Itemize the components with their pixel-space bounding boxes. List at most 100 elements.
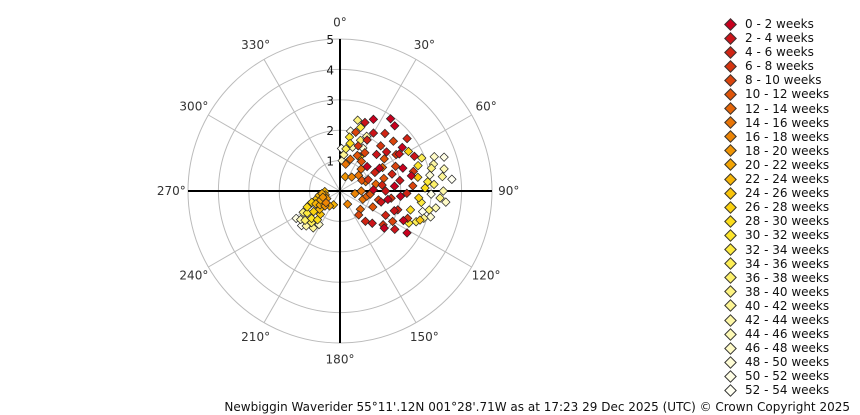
- legend-item: 42 - 44 weeks: [722, 313, 857, 327]
- angle-tick-label: 120°: [472, 268, 501, 282]
- data-point: [355, 122, 366, 133]
- legend-label: 44 - 46 weeks: [745, 327, 830, 342]
- data-point: [403, 146, 414, 157]
- angle-tick-label: 300°: [179, 100, 208, 114]
- data-point: [362, 135, 372, 145]
- angle-tick-label: 240°: [179, 268, 208, 282]
- legend-item: 26 - 28 weeks: [722, 200, 857, 214]
- data-point: [360, 216, 371, 226]
- data-point: [398, 163, 408, 173]
- data-point: [380, 186, 391, 196]
- data-point: [390, 224, 400, 235]
- data-point: [408, 181, 418, 191]
- legend-marker: [724, 341, 737, 355]
- data-point: [424, 205, 434, 215]
- data-point: [415, 215, 425, 225]
- legend-label: 34 - 36 weeks: [745, 256, 830, 271]
- radius-tick-label: 4: [326, 63, 334, 77]
- legend-marker: [724, 17, 737, 31]
- legend-marker: [724, 285, 737, 299]
- legend-item: 46 - 48 weeks: [722, 341, 857, 355]
- data-point: [414, 193, 424, 203]
- data-point: [379, 223, 389, 233]
- legend-item: 18 - 20 weeks: [722, 144, 857, 158]
- data-point: [406, 171, 417, 181]
- legend-item: 24 - 26 weeks: [722, 186, 857, 200]
- legend-marker: [724, 299, 737, 313]
- legend-item: 2 - 4 weeks: [722, 31, 857, 45]
- legend-label: 32 - 34 weeks: [745, 242, 830, 257]
- angle-tick-label: 30°: [414, 38, 435, 52]
- data-point: [340, 172, 350, 182]
- data-point: [395, 175, 405, 186]
- legend-item: 38 - 40 weeks: [722, 285, 857, 299]
- radius-tick-label: 5: [326, 33, 334, 47]
- data-point: [385, 114, 396, 124]
- data-point: [308, 223, 318, 233]
- legend-label: 48 - 50 weeks: [745, 355, 830, 370]
- data-point: [362, 161, 372, 172]
- legend-label: 0 - 2 weeks: [745, 17, 814, 31]
- legend-label: 26 - 28 weeks: [745, 200, 830, 215]
- data-point: [379, 154, 389, 164]
- data-point: [356, 186, 366, 196]
- legend-label: 38 - 40 weeks: [745, 284, 830, 299]
- legend-marker: [724, 370, 737, 383]
- data-point: [402, 213, 413, 224]
- data-point: [340, 159, 351, 169]
- polar-chart: 0° 30° 60° 90° 120° 150° 180° 210° 240° 270° 300° 3…: [157, 15, 520, 366]
- legend-item: 28 - 30 weeks: [722, 214, 857, 228]
- legend-label: 8 - 10 weeks: [745, 73, 822, 88]
- legend-label: 52 - 54 weeks: [745, 383, 830, 398]
- legend-item: 4 - 6 weeks: [722, 45, 857, 59]
- legend: 0 - 2 weeks 2 - 4 weeks 4 - 6 weeks 6 - 8 w…: [722, 17, 857, 398]
- data-point: [402, 228, 412, 238]
- data-point: [306, 213, 317, 224]
- data-point: [377, 180, 387, 190]
- data-point: [342, 199, 353, 209]
- legend-marker: [724, 271, 737, 285]
- data-point: [347, 172, 357, 182]
- data-point: [425, 212, 436, 222]
- data-point: [383, 194, 393, 205]
- data-point: [363, 174, 373, 185]
- data-point: [435, 193, 445, 203]
- legend-item: 10 - 12 weeks: [722, 87, 857, 101]
- legend-label: 40 - 42 weeks: [745, 298, 830, 313]
- legend-label: 50 - 52 weeks: [745, 369, 830, 384]
- legend-marker: [724, 214, 737, 228]
- angle-tick-label: 330°: [241, 38, 270, 52]
- data-point: [438, 186, 449, 196]
- legend-marker: [724, 59, 737, 73]
- legend-marker: [724, 355, 737, 369]
- grid-spoke-330: [263, 59, 341, 192]
- legend-marker: [724, 116, 737, 130]
- legend-label: 30 - 32 weeks: [745, 228, 830, 243]
- legend-marker: [724, 102, 737, 115]
- legend-item: 20 - 22 weeks: [722, 158, 857, 172]
- copyright-footer: Newbiggin Waverider 55°11'.12N 001°28'.7…: [224, 400, 850, 414]
- data-point: [387, 216, 398, 227]
- legend-label: 24 - 26 weeks: [745, 186, 830, 201]
- data-point: [417, 153, 427, 163]
- legend-item: 12 - 14 weeks: [722, 102, 857, 116]
- legend-label: 16 - 18 weeks: [745, 129, 830, 144]
- grid-spoke-120: [339, 190, 472, 268]
- data-point: [352, 150, 363, 161]
- data-point: [387, 169, 397, 179]
- data-point: [388, 136, 399, 146]
- legend-marker: [724, 313, 737, 327]
- data-point: [360, 117, 370, 128]
- data-point: [395, 191, 406, 201]
- data-point: [389, 206, 399, 216]
- legend-item: 6 - 8 weeks: [722, 59, 857, 73]
- data-point: [354, 210, 364, 220]
- grid-spoke-300: [208, 114, 341, 192]
- legend-marker: [724, 200, 737, 214]
- legend-label: 14 - 16 weeks: [745, 115, 830, 130]
- legend-label: 20 - 22 weeks: [745, 157, 830, 172]
- data-point: [390, 121, 400, 131]
- data-point: [394, 149, 404, 159]
- legend-item: 14 - 16 weeks: [722, 116, 857, 130]
- radius-tick-label: 3: [326, 94, 334, 108]
